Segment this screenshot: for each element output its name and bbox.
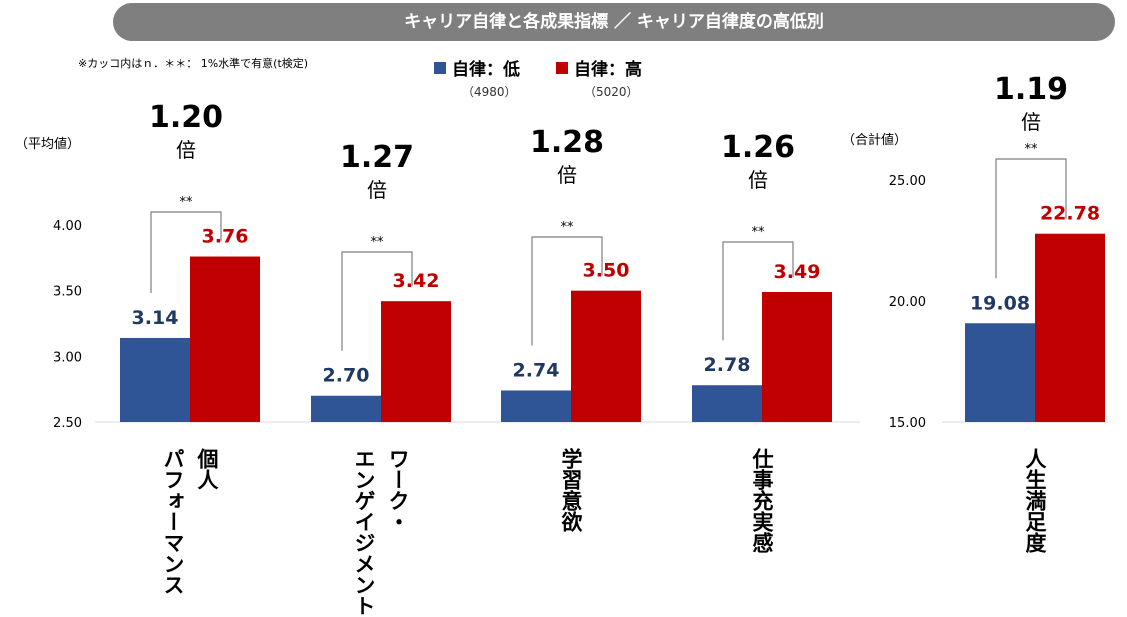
left-data-label-high: 3.49: [774, 261, 821, 283]
left-y-tick-label: 4.00: [53, 219, 82, 234]
left-data-label-high: 3.50: [583, 260, 630, 282]
legend-item-high: 自律：高: [556, 55, 642, 80]
left-significance-mark: **: [752, 225, 766, 240]
left-bar-high: [381, 301, 451, 422]
left-ratio-unit: 倍: [367, 178, 387, 202]
left-y-tick-label: 3.00: [53, 350, 82, 365]
left-significance-bracket: [722, 241, 794, 341]
left-category-label: エンゲイジメント: [352, 448, 376, 616]
left-bar-low: [120, 337, 190, 422]
left-bar-high: [762, 291, 832, 422]
left-category-label: ワーク・: [386, 448, 410, 532]
left-ratio-unit: 倍: [176, 138, 196, 162]
right-bar-low: [965, 323, 1035, 422]
left-significance-mark: **: [561, 220, 575, 235]
left-data-label-low: 2.78: [704, 354, 751, 376]
left-significance-mark: **: [180, 195, 194, 210]
left-data-label-low: 2.70: [323, 365, 370, 387]
right-ratio-value: 1.19: [994, 72, 1068, 107]
left-category-label: パフォーマンス: [161, 448, 185, 595]
left-bar-low: [501, 390, 571, 422]
left-significance-mark: **: [371, 235, 385, 250]
legend-label-high: 自律：高: [574, 60, 642, 80]
left-bar-low: [311, 395, 381, 422]
left-category-label: 個人: [195, 447, 220, 490]
left-ratio-unit: 倍: [748, 168, 768, 192]
right-y-tick-label: 25.00: [889, 174, 926, 189]
legend-item-low: 自律：低: [434, 55, 520, 80]
left-ratio-value: 1.26: [721, 130, 795, 165]
left-y-tick-label: 3.50: [53, 285, 82, 300]
left-y-axis-label: （平均値）: [15, 136, 80, 152]
left-category-label: 仕事充実感: [750, 447, 775, 553]
left-ratio-unit: 倍: [557, 163, 577, 187]
left-data-label-high: 3.42: [393, 270, 440, 292]
left-bar-high: [190, 256, 260, 422]
left-bar-high: [571, 290, 641, 422]
right-y-tick-label: 20.00: [889, 295, 926, 310]
left-data-label-low: 2.74: [513, 359, 560, 381]
legend-swatch-low: [434, 62, 446, 74]
legend-swatch-high: [556, 62, 568, 74]
legend-n-high: （5020）: [584, 85, 639, 99]
right-significance-mark: **: [1025, 142, 1039, 157]
right-data-label-high: 22.78: [1040, 203, 1100, 225]
legend-label-low: 自律：低: [452, 60, 520, 80]
left-ratio-value: 1.27: [340, 140, 414, 175]
left-significance-bracket: [150, 211, 222, 293]
legend-n-low: （4980）: [462, 85, 517, 99]
left-category-label: 学習意欲: [559, 447, 584, 533]
right-ratio-unit: 倍: [1021, 110, 1041, 134]
right-y-axis-label: （合計値）: [842, 132, 907, 148]
left-data-label-high: 3.76: [202, 226, 249, 248]
right-data-label-low: 19.08: [970, 292, 1030, 314]
significance-note: ※カッコ内はｎ．＊＊： 1%水準で有意(t検定): [78, 57, 309, 70]
title-bar: キャリア自律と各成果指標 ／ キャリア自律度の高低別: [113, 3, 1115, 41]
left-ratio-value: 1.20: [149, 100, 223, 135]
chart-title: キャリア自律と各成果指標 ／ キャリア自律度の高低別: [404, 12, 824, 32]
left-ratio-value: 1.28: [530, 125, 604, 160]
right-bar-high: [1035, 233, 1105, 422]
left-significance-bracket: [341, 251, 413, 351]
left-significance-bracket: [531, 236, 603, 346]
right-y-tick-label: 15.00: [889, 416, 926, 431]
left-data-label-low: 3.14: [132, 307, 179, 329]
right-category-label: 人生満足度: [1023, 448, 1047, 554]
left-bar-low: [692, 385, 762, 422]
right-significance-bracket: [995, 158, 1067, 279]
left-y-tick-label: 2.50: [53, 416, 82, 431]
